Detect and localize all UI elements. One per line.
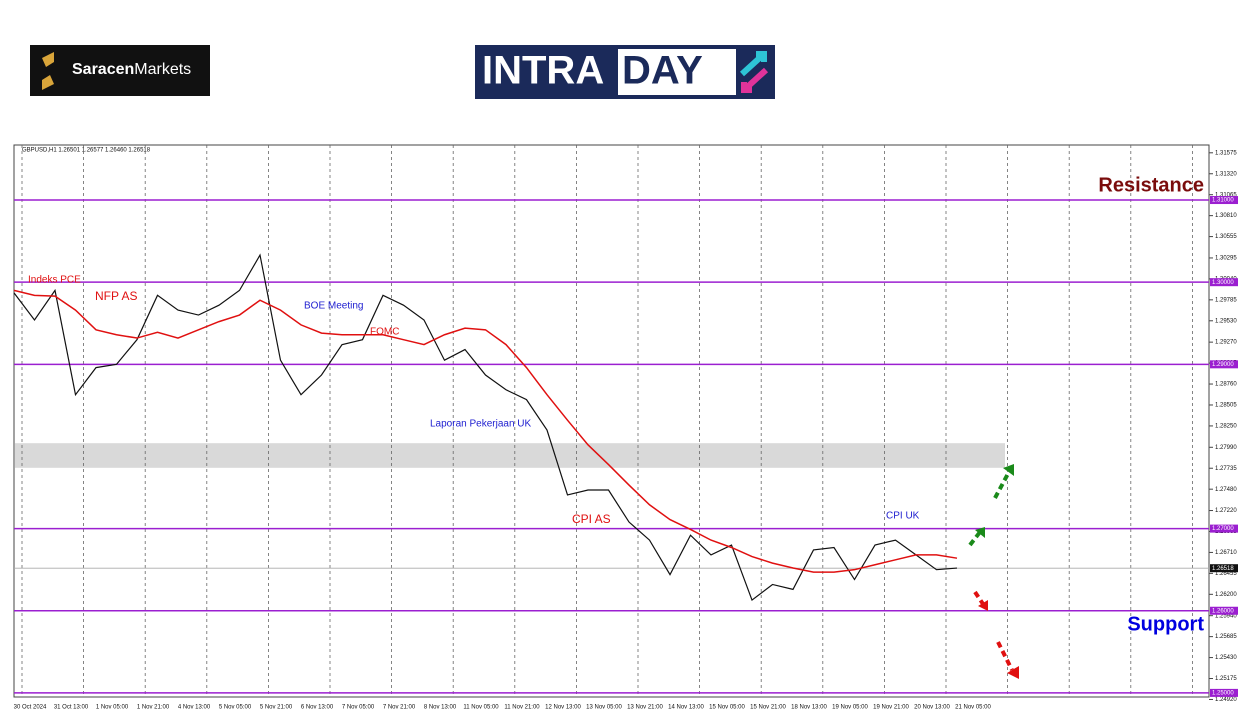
annotation: Laporan Pekerjaan UK	[430, 419, 532, 430]
level-label: 1.29000	[1212, 362, 1234, 368]
y-tick-label: 1.31320	[1215, 171, 1237, 177]
arrow-head	[978, 600, 988, 611]
x-tick-label: 8 Nov 13:00	[424, 705, 457, 711]
y-tick-label: 1.27220	[1215, 508, 1237, 514]
logo-arrow-down	[741, 67, 769, 93]
level-label: 1.26000	[1212, 608, 1234, 614]
annotation: CPI AS	[572, 512, 611, 526]
x-tick-label: 20 Nov 13:00	[914, 705, 950, 711]
y-tick-label: 1.28505	[1215, 403, 1237, 409]
y-tick-label: 1.25430	[1215, 655, 1237, 661]
y-tick-label: 1.29785	[1215, 297, 1237, 303]
y-tick-label: 1.30810	[1215, 213, 1237, 219]
level-box	[1210, 360, 1238, 369]
x-tick-label: 21 Nov 05:00	[955, 705, 991, 711]
annotation: BOE Meeting	[304, 301, 363, 312]
x-tick-label: 7 Nov 21:00	[383, 705, 416, 711]
level-box	[1210, 688, 1238, 697]
moving-average	[13, 289, 958, 573]
y-tick-label: 1.27990	[1215, 445, 1237, 451]
x-tick-label: 15 Nov 21:00	[750, 705, 786, 711]
level-label: 1.30000	[1212, 280, 1234, 286]
arrow-head	[1007, 666, 1019, 679]
y-tick-label: 1.29530	[1215, 318, 1237, 324]
y-tick-label: 1.30295	[1215, 256, 1237, 262]
level-label: 1.31000	[1212, 198, 1234, 204]
x-tick-label: 30 Oct 2024	[14, 705, 47, 711]
x-tick-label: 1 Nov 05:00	[96, 705, 129, 711]
logo-left: INTRA	[482, 49, 604, 93]
current-price-label: 1.26518	[1212, 566, 1234, 572]
arrow-up	[968, 530, 982, 547]
x-tick-label: 7 Nov 05:00	[342, 705, 375, 711]
signal-arrows	[968, 464, 1019, 679]
x-tick-label: 4 Nov 13:00	[178, 705, 211, 711]
brand-name: SaracenMarkets	[72, 61, 191, 78]
y-tick-label: 1.25685	[1215, 634, 1237, 640]
logo-arrow-up	[739, 51, 767, 77]
x-tick-label: 5 Nov 05:00	[219, 705, 252, 711]
y-tick-label: 1.25940	[1215, 613, 1237, 619]
y-tick-label: 1.26710	[1215, 550, 1237, 556]
x-tick-label: 11 Nov 21:00	[504, 705, 540, 711]
level-label: 1.27000	[1212, 526, 1234, 532]
x-tick-label: 13 Nov 05:00	[586, 705, 622, 711]
support-label: Support	[1127, 613, 1204, 635]
x-tick-label: 31 Oct 13:00	[54, 705, 89, 711]
y-tick-label: 1.31575	[1215, 150, 1237, 156]
level-box	[1210, 278, 1238, 287]
brand-logo	[30, 45, 210, 96]
x-tick-label: 12 Nov 13:00	[545, 705, 581, 711]
y-tick-label: 1.26200	[1215, 592, 1237, 598]
x-tick-label: 19 Nov 05:00	[832, 705, 868, 711]
annotation: Indeks PCE	[28, 275, 81, 286]
zone	[15, 443, 1005, 468]
brand-rest: Markets	[134, 61, 191, 78]
x-tick-label: 1 Nov 21:00	[137, 705, 170, 711]
y-tick-label: 1.24920	[1215, 697, 1237, 703]
resistance-label: Resistance	[1098, 174, 1204, 196]
plot-frame	[13, 144, 1210, 698]
symbol-info: GBPUSD,H1 1.26501 1.26577 1.26460 1.2651…	[22, 148, 151, 154]
brand-icon	[42, 52, 54, 90]
y-tick-label: 1.28250	[1215, 424, 1237, 430]
x-tick-label: 13 Nov 21:00	[627, 705, 663, 711]
arrow-down	[996, 641, 1014, 671]
y-tick-label: 1.25175	[1215, 676, 1237, 682]
annotation: CPI UK	[886, 511, 920, 522]
level-box	[1210, 606, 1238, 615]
y-tick-label: 1.27735	[1215, 466, 1237, 472]
logo-right: DAY	[622, 49, 703, 93]
price-line	[13, 253, 958, 602]
y-tick-label: 1.28760	[1215, 382, 1237, 388]
level-label: 1.25000	[1212, 690, 1234, 696]
x-tick-label: 11 Nov 05:00	[463, 705, 499, 711]
arrow-down	[973, 590, 985, 606]
x-tick-label: 5 Nov 21:00	[260, 705, 293, 711]
x-tick-label: 14 Nov 13:00	[668, 705, 704, 711]
y-tick-label: 1.29270	[1215, 340, 1237, 346]
x-tick-label: 19 Nov 21:00	[873, 705, 909, 711]
arrow-head	[1003, 464, 1014, 476]
x-tick-label: 18 Nov 13:00	[791, 705, 827, 711]
x-tick-label: 6 Nov 13:00	[301, 705, 334, 711]
y-tick-label: 1.31065	[1215, 192, 1237, 198]
level-box	[1210, 196, 1238, 205]
x-tick-label: 15 Nov 05:00	[709, 705, 745, 711]
arrow-head	[975, 527, 985, 538]
current-price-box	[1210, 564, 1238, 573]
y-tick-label: 1.26455	[1215, 571, 1237, 577]
y-tick-label: 1.30555	[1215, 234, 1237, 240]
arrow-up	[993, 469, 1012, 499]
logo-box	[618, 49, 736, 95]
y-tick-label: 1.27480	[1215, 487, 1237, 493]
annotation: NFP AS	[95, 289, 137, 303]
level-box	[1210, 524, 1238, 533]
brand-bold: Saracen	[72, 61, 134, 78]
annotation: FOMC	[370, 327, 399, 338]
